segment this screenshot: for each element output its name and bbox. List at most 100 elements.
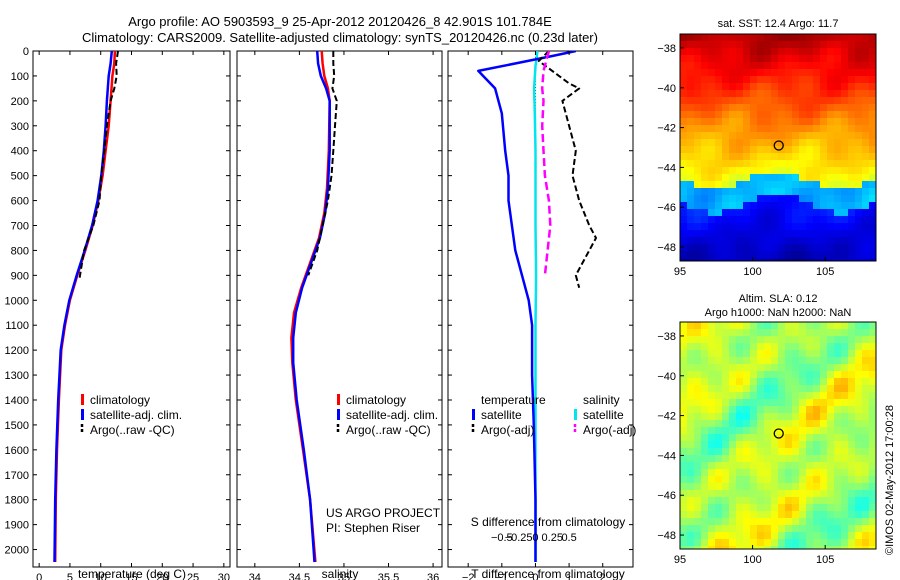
map-cell bbox=[799, 350, 806, 357]
difference-series bbox=[477, 51, 597, 567]
map-cell bbox=[841, 476, 848, 483]
map-cell bbox=[792, 48, 799, 55]
map-cell bbox=[813, 343, 820, 350]
map-cell bbox=[820, 511, 827, 518]
map-cell bbox=[806, 490, 813, 497]
map-cell bbox=[764, 539, 771, 546]
map-cell bbox=[680, 434, 687, 441]
map-cell bbox=[813, 371, 820, 378]
map-cell bbox=[799, 111, 806, 118]
map-cell bbox=[785, 511, 792, 518]
map-cell bbox=[722, 195, 729, 202]
map-cell bbox=[841, 76, 848, 83]
map-cell bbox=[715, 448, 722, 455]
map-cell bbox=[736, 441, 743, 448]
map-cell bbox=[750, 132, 757, 139]
map-cell bbox=[785, 490, 792, 497]
map-cell bbox=[848, 97, 855, 104]
map-cell bbox=[827, 174, 834, 181]
map-cell bbox=[799, 420, 806, 427]
map-cell bbox=[778, 69, 785, 76]
map-cell bbox=[722, 413, 729, 420]
map-cell bbox=[708, 406, 715, 413]
map-cell bbox=[799, 69, 806, 76]
map-cell bbox=[806, 244, 813, 251]
map-cell bbox=[785, 427, 792, 434]
map-cell bbox=[680, 539, 687, 546]
map-cell bbox=[785, 97, 792, 104]
map-cell bbox=[750, 392, 757, 399]
map-cell bbox=[785, 76, 792, 83]
map-cell bbox=[806, 90, 813, 97]
map-cell bbox=[743, 476, 750, 483]
map-cell bbox=[701, 195, 708, 202]
map-cell bbox=[813, 406, 820, 413]
map-cell bbox=[869, 504, 876, 511]
map-cell bbox=[715, 174, 722, 181]
map-cell bbox=[785, 448, 792, 455]
map-cell bbox=[792, 448, 799, 455]
map-cell bbox=[792, 434, 799, 441]
map-cell bbox=[708, 181, 715, 188]
map-cell bbox=[736, 181, 743, 188]
map-cell bbox=[694, 343, 701, 350]
map-cell bbox=[827, 483, 834, 490]
map-cell bbox=[771, 174, 778, 181]
map-cell bbox=[764, 518, 771, 525]
map-cell bbox=[785, 230, 792, 237]
map-cell bbox=[694, 83, 701, 90]
map-cell bbox=[722, 48, 729, 55]
map-cell bbox=[792, 413, 799, 420]
map-cell bbox=[750, 48, 757, 55]
map-cell bbox=[806, 251, 813, 258]
map-cell bbox=[834, 174, 841, 181]
map-cell bbox=[743, 111, 750, 118]
map-cell bbox=[687, 539, 694, 546]
map-cell bbox=[680, 97, 687, 104]
map-cell bbox=[715, 209, 722, 216]
map-cell bbox=[729, 97, 736, 104]
map-cell bbox=[855, 69, 862, 76]
map-cell bbox=[771, 62, 778, 69]
map-cell bbox=[722, 546, 729, 549]
map-cell bbox=[841, 132, 848, 139]
map-cell bbox=[715, 406, 722, 413]
map-cell bbox=[827, 343, 834, 350]
map-cell bbox=[869, 237, 876, 244]
map-cell bbox=[771, 378, 778, 385]
map-cell bbox=[757, 139, 764, 146]
map-cell bbox=[806, 497, 813, 504]
map-cell bbox=[708, 223, 715, 230]
map-cell bbox=[736, 392, 743, 399]
map-cell bbox=[771, 216, 778, 223]
map-cell bbox=[834, 76, 841, 83]
map-cell bbox=[778, 448, 785, 455]
map-cell bbox=[729, 69, 736, 76]
map-cell bbox=[764, 413, 771, 420]
map-cell bbox=[708, 230, 715, 237]
map-cell bbox=[827, 504, 834, 511]
map-cell bbox=[771, 336, 778, 343]
map-cell bbox=[799, 413, 806, 420]
map-cell bbox=[813, 251, 820, 258]
map-cell bbox=[848, 174, 855, 181]
map-cell bbox=[729, 504, 736, 511]
map-cell bbox=[750, 62, 757, 69]
map-cell bbox=[855, 237, 862, 244]
map-cell bbox=[729, 230, 736, 237]
map-cell bbox=[743, 244, 750, 251]
map-cell bbox=[869, 392, 876, 399]
map-cell bbox=[855, 83, 862, 90]
map-cell bbox=[743, 385, 750, 392]
map-cell bbox=[848, 111, 855, 118]
map-cell bbox=[841, 244, 848, 251]
map-cell bbox=[715, 230, 722, 237]
map-cell bbox=[869, 83, 876, 90]
map-cell bbox=[701, 392, 708, 399]
map-cell bbox=[778, 125, 785, 132]
map-cell bbox=[680, 258, 687, 261]
map-cell bbox=[694, 160, 701, 167]
map-cell bbox=[757, 48, 764, 55]
map-cell bbox=[862, 230, 869, 237]
map-cell bbox=[771, 350, 778, 357]
